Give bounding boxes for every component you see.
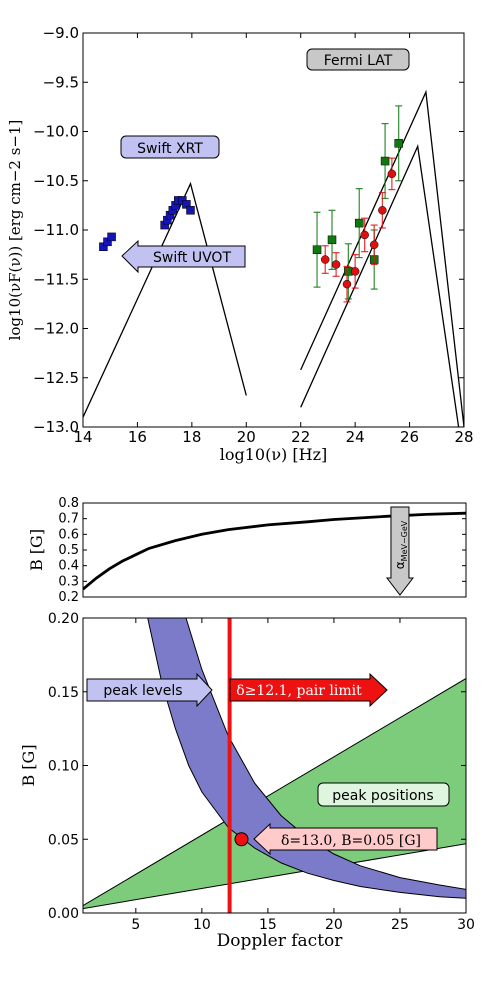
magnetic-field-panel: αMeV−GeV 0.20.30.40.50.60.70.8 B [G]	[27, 496, 467, 605]
sed-plot-area	[83, 89, 464, 427]
y-axis-label: log10(νF(ν)) [erg cm−2 s−1]	[6, 120, 24, 341]
alpha-label: αMeV−GeV	[393, 520, 409, 569]
x-tick-label: 22	[291, 428, 310, 446]
y-tick-label: 0.6	[58, 527, 79, 542]
data-point-circle	[387, 169, 397, 179]
x-tick-label: 26	[400, 428, 419, 446]
x-tick-label: 16	[128, 428, 147, 446]
sed-panel: 14 16 18 20 22 24 26 28 −9.0 −9.5 −10.0 −10.5 −11.0 −…	[6, 24, 474, 464]
alpha-subscript: MeV−GeV	[400, 520, 409, 561]
field-curve	[83, 511, 466, 591]
data-point-square	[312, 245, 322, 254]
y-tick-label: 0.2	[58, 590, 79, 605]
y-tick-label: 0.5	[58, 543, 79, 558]
y-axis-label: B [G]	[19, 744, 38, 786]
x-tick-label: 20	[237, 428, 256, 446]
swift-xrt-box	[120, 135, 220, 159]
y-tick-label: 0.00	[48, 906, 79, 922]
y-tick-label: 0.7	[58, 512, 79, 527]
x-tick-label: 25	[391, 917, 409, 933]
y-tick-label: −9.0	[43, 24, 79, 42]
data-point-square	[186, 206, 195, 215]
peak-positions-label: peak positions	[332, 788, 433, 804]
peak-positions-box	[317, 782, 450, 807]
peak-levels-arrow	[86, 672, 213, 708]
solution-point	[234, 832, 249, 847]
y-tick-label: 0.4	[58, 559, 79, 574]
x-tick-label: 10	[193, 917, 211, 933]
pair-limit-arrow	[229, 672, 388, 708]
model-curve-4	[300, 143, 460, 427]
x-axis-label: log10(ν) [Hz]	[220, 445, 328, 464]
pair-limit-label: δ≥12.1, pair limit	[236, 683, 362, 699]
solution-arrow	[253, 822, 438, 856]
data-point-circle	[350, 267, 360, 276]
x-tick-label: 20	[325, 917, 343, 933]
y-tick-label: −10.0	[33, 123, 79, 141]
fermi-lat-box	[306, 48, 410, 71]
swift-xrt-label: Swift XRT	[137, 141, 203, 157]
alpha-symbol: α	[393, 561, 407, 569]
x-tick-label: 28	[454, 428, 473, 446]
x-axis-label: Doppler factor	[217, 931, 344, 951]
sed-axes-frame	[82, 32, 465, 428]
x-tick-label: 14	[73, 428, 92, 446]
y-tick-label: −11.5	[33, 270, 79, 288]
swift-uvot-arrow	[121, 239, 246, 274]
data-point-circle	[320, 255, 330, 264]
x-tick-label: 5	[131, 917, 140, 933]
peak-levels-label: peak levels	[103, 683, 182, 699]
y-tick-label: −12.5	[33, 369, 79, 387]
y-tick-label: 0.20	[48, 611, 79, 627]
model-curve-3	[83, 181, 247, 418]
data-point-square	[394, 139, 403, 148]
peak-positions-band	[83, 677, 466, 910]
y-tick-label: −11.0	[33, 221, 79, 239]
model-curve-5	[300, 89, 464, 427]
y-axis-label: B [G]	[27, 529, 46, 571]
data-point-square	[354, 218, 364, 228]
y-tick-label: −12.0	[33, 320, 79, 338]
y-tick-label: −10.5	[33, 172, 79, 190]
data-point-circle	[331, 260, 341, 269]
x-tick-label: 18	[182, 428, 201, 446]
data-point-circle	[342, 279, 352, 289]
y-tick-label: −9.5	[43, 73, 79, 91]
data-point-square	[327, 235, 337, 245]
data-point-square	[380, 156, 390, 166]
data-point-square	[107, 232, 116, 242]
x-tick-label: 15	[259, 917, 277, 933]
alpha-arrow	[385, 506, 414, 596]
doppler-panel: 5 10 15 20 25 30 0.00 0.05 0.10 0.15 0.20 Doppler f…	[19, 611, 475, 951]
y-tick-label: 0.10	[48, 759, 79, 775]
field-plot-area	[83, 511, 466, 591]
y-tick-label: 0.8	[58, 496, 79, 511]
y-tick-label: −13.0	[33, 418, 79, 436]
data-point-circle	[360, 230, 369, 240]
y-tick-label: 0.15	[48, 685, 79, 701]
data-point-circle	[378, 206, 387, 215]
x-tick-label: 24	[346, 428, 365, 446]
x-tick-label: 30	[457, 917, 475, 933]
doppler-plot-area	[83, 618, 466, 913]
swift-uvot-label: Swift UVOT	[153, 250, 231, 266]
fermi-lat-label: Fermi LAT	[324, 53, 393, 69]
y-tick-label: 0.05	[48, 832, 79, 848]
data-point-circle	[369, 240, 379, 250]
solution-label: δ=13.0, B=0.05 [G]	[281, 833, 421, 849]
y-tick-label: 0.3	[58, 574, 79, 589]
